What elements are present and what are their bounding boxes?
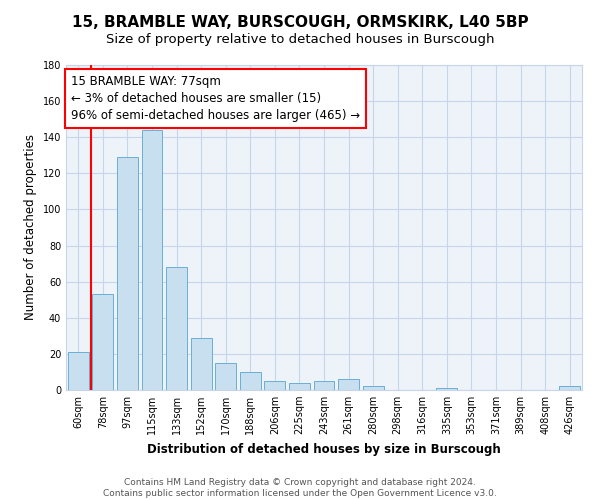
Bar (92, 294, 113, 390)
Bar (191, 338, 212, 390)
Bar (240, 372, 261, 390)
Bar (142, 130, 163, 390)
Bar (289, 383, 310, 390)
Bar (436, 388, 457, 390)
Text: Size of property relative to detached houses in Burscough: Size of property relative to detached ho… (106, 32, 494, 46)
Bar (117, 157, 138, 390)
Y-axis label: Number of detached properties: Number of detached properties (24, 134, 37, 320)
Bar (215, 363, 236, 390)
Bar (68, 352, 89, 390)
Bar (314, 381, 334, 390)
Bar (338, 379, 359, 390)
Text: 15 BRAMBLE WAY: 77sqm
← 3% of detached houses are smaller (15)
96% of semi-detac: 15 BRAMBLE WAY: 77sqm ← 3% of detached h… (71, 74, 360, 122)
X-axis label: Distribution of detached houses by size in Burscough: Distribution of detached houses by size … (147, 442, 501, 456)
Text: 15, BRAMBLE WAY, BURSCOUGH, ORMSKIRK, L40 5BP: 15, BRAMBLE WAY, BURSCOUGH, ORMSKIRK, L4… (71, 15, 529, 30)
Bar (265, 381, 286, 390)
Bar (362, 386, 383, 390)
Bar (559, 386, 580, 390)
Text: Contains HM Land Registry data © Crown copyright and database right 2024.
Contai: Contains HM Land Registry data © Crown c… (103, 478, 497, 498)
Bar (166, 267, 187, 390)
